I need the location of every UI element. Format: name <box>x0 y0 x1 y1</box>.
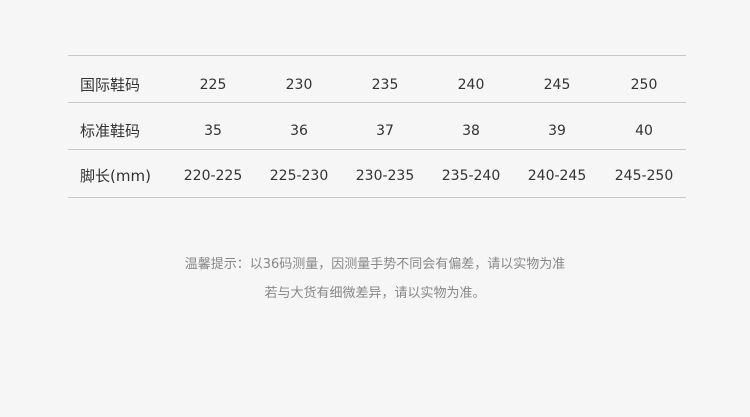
note-line-1: 温馨提示：以36码测量，因测量手势不同会有偏差，请以实物为准 <box>184 257 566 272</box>
divider <box>68 102 686 103</box>
table-row-std-size: 标准鞋码 35 36 37 38 39 40 <box>68 108 686 154</box>
table-cell: 240-245 <box>527 168 587 184</box>
table-cell: 220-225 <box>183 168 243 184</box>
row-label: 脚长(mm) <box>80 167 151 185</box>
table-cell: 245 <box>543 77 571 93</box>
divider <box>68 55 686 56</box>
table-cell: 235-240 <box>441 168 501 184</box>
table-cell: 235 <box>371 77 399 93</box>
row-label: 国际鞋码 <box>80 76 141 94</box>
table-cell: 240 <box>457 77 485 93</box>
table-row-foot-length: 脚长(mm) 220-225 225-230 230-235 235-240 2… <box>68 153 686 199</box>
table-cell: 225 <box>199 77 227 93</box>
table-cell: 225-230 <box>269 168 329 184</box>
table-cell: 38 <box>462 123 480 139</box>
divider <box>68 149 686 150</box>
note-line-2: 若与大货有细微差异，请以实物为准。 <box>264 286 486 301</box>
row-label: 标准鞋码 <box>80 122 141 140</box>
table-cell: 37 <box>376 123 394 139</box>
divider <box>68 197 686 198</box>
table-cell: 39 <box>548 123 566 139</box>
table-cell: 40 <box>635 123 653 139</box>
table-cell: 230-235 <box>355 168 415 184</box>
table-cell: 35 <box>204 123 222 139</box>
table-cell: 230 <box>285 77 313 93</box>
table-cell: 250 <box>630 77 658 93</box>
table-cell: 36 <box>290 123 308 139</box>
table-cell: 245-250 <box>614 168 674 184</box>
table-row-intl-size: 国际鞋码 225 230 235 240 245 250 <box>68 62 686 108</box>
